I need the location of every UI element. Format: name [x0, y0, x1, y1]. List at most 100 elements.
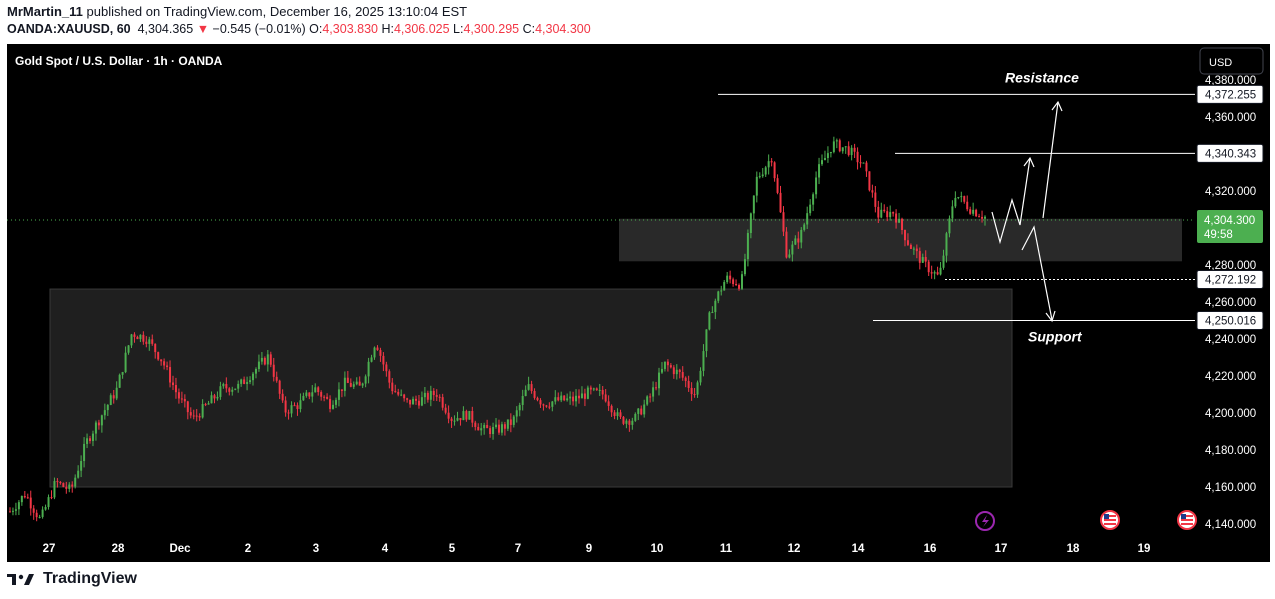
candle-body: [717, 291, 720, 301]
candle-body: [856, 151, 859, 163]
candle-body: [20, 495, 23, 503]
candle-body: [859, 162, 862, 164]
candle-body: [204, 404, 207, 406]
x-tick-label: 28: [112, 543, 125, 555]
candle-body: [557, 397, 560, 401]
candle-body: [969, 209, 972, 214]
candle-body: [838, 140, 841, 152]
candle-body: [56, 481, 59, 483]
candle-body: [112, 395, 115, 399]
candle-body: [924, 257, 927, 262]
candle-body: [397, 391, 400, 395]
candle-body: [752, 195, 755, 214]
candle-body: [139, 334, 142, 340]
us-flag-event-icon[interactable]: [1177, 510, 1197, 530]
price-tag-label: 4,272.192: [1205, 274, 1256, 286]
candle-body: [326, 396, 329, 399]
price-tag-label: 4,250.016: [1205, 315, 1256, 327]
candle-body: [755, 176, 758, 196]
arrowhead-up-icon: [1051, 100, 1063, 112]
candle-body: [509, 419, 512, 425]
x-tick-label: 4: [382, 543, 389, 555]
us-flag-event-icon[interactable]: [1100, 510, 1120, 530]
candle-body: [106, 404, 109, 411]
candle-body: [246, 382, 249, 384]
candle-body: [160, 359, 163, 362]
candle-body: [489, 428, 492, 435]
candle-body: [512, 416, 515, 425]
candle-body: [835, 140, 838, 142]
candle-body: [909, 244, 912, 249]
candle-body: [939, 267, 942, 275]
candle-body: [260, 357, 263, 362]
candle-body: [643, 404, 646, 415]
candle-body: [68, 484, 71, 489]
candle-body: [764, 167, 767, 175]
candle-body: [500, 424, 503, 433]
candle-body: [554, 397, 557, 402]
candle-body: [539, 400, 542, 405]
candle-body: [337, 389, 340, 400]
candle-body: [11, 510, 14, 512]
candle-body: [373, 347, 376, 358]
candle-body: [468, 410, 471, 420]
candle-body: [311, 392, 314, 397]
candle-body: [171, 382, 174, 386]
candle-body: [889, 212, 892, 218]
candle-body: [275, 376, 278, 381]
candle-body: [474, 422, 477, 427]
author-name[interactable]: MrMartin_11: [7, 4, 83, 19]
publish-info: MrMartin_11 published on TradingView.com…: [7, 4, 467, 19]
candle-body: [877, 206, 880, 218]
candle-body: [832, 141, 835, 152]
candle-body: [103, 410, 106, 416]
candle-body: [94, 422, 97, 434]
candle-body: [177, 392, 180, 399]
candle-body: [738, 284, 741, 289]
candle-body: [343, 377, 346, 391]
candle-body: [459, 418, 462, 421]
candle-body: [65, 486, 68, 489]
candle-body: [352, 384, 355, 387]
candle-body: [495, 424, 498, 428]
price-tag-label: 4,340.343: [1205, 148, 1256, 160]
candle-body: [586, 387, 589, 399]
candle-body: [684, 377, 687, 381]
y-tick-label: 4,200.000: [1205, 408, 1256, 420]
tradingview-logo[interactable]: TradingView: [7, 570, 137, 588]
candle-body: [625, 420, 628, 424]
candle-body: [278, 380, 281, 394]
lightning-event-icon[interactable]: [975, 511, 995, 531]
currency-label: USD: [1209, 57, 1232, 69]
y-tick-label: 4,260.000: [1205, 297, 1256, 309]
candle-body: [492, 427, 495, 435]
low-value: 4,300.295: [463, 22, 520, 36]
candle-body: [871, 190, 874, 193]
x-tick-label: 2: [245, 543, 251, 555]
candle-body: [210, 395, 213, 404]
candle-body: [619, 412, 622, 417]
candle-body: [483, 425, 486, 429]
candle-body: [130, 334, 133, 346]
candle-body: [391, 382, 394, 392]
candle-body: [290, 405, 293, 414]
candle-body: [216, 396, 219, 399]
candle-body: [471, 410, 474, 423]
candle-body: [305, 392, 308, 396]
candle-body: [658, 372, 661, 389]
x-tick-label: 3: [313, 543, 319, 555]
price-tag: [1196, 310, 1264, 330]
x-tick-label: 16: [924, 543, 937, 555]
candle-body: [198, 416, 201, 418]
candle-body: [225, 383, 228, 389]
currency-button[interactable]: USD: [1199, 47, 1264, 75]
candle-body: [634, 413, 637, 421]
candle-body: [192, 415, 195, 417]
support-arrow: [1021, 225, 1053, 321]
candle-body: [394, 391, 397, 393]
candle-body: [14, 509, 17, 511]
candle-body: [758, 176, 761, 178]
candle-body: [693, 394, 696, 396]
footer-brand: TradingView: [43, 570, 137, 587]
